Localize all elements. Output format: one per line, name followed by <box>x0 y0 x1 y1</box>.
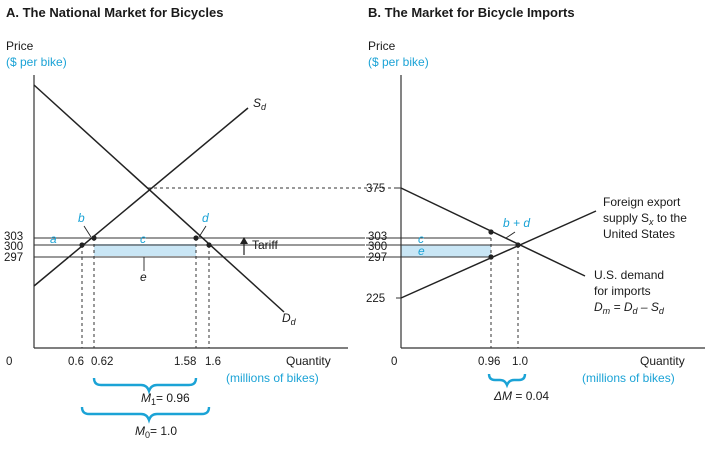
panel-b-origin-label: 0 <box>391 356 397 368</box>
panel-a-xtick-0.62: 0.62 <box>91 356 113 368</box>
panel-b-ytick-300: 300 <box>368 241 387 253</box>
panel-a-title: A. The National Market for Bicycles <box>6 5 223 20</box>
panel-b-x-units: (millions of bikes) <box>582 371 675 385</box>
panel-b-ytick-375: 375 <box>366 183 385 195</box>
panel-a-origin-label: 0 <box>6 356 12 368</box>
panel-b-title: B. The Market for Bicycle Imports <box>368 5 575 20</box>
supply-curve-label: Sd <box>253 96 267 112</box>
panel-a-area-ce <box>94 244 196 256</box>
tariff-label: Tariff <box>252 238 278 252</box>
panel-a-area-a: a <box>50 232 57 246</box>
panel-b-area-ce <box>401 245 491 257</box>
demand-curve-label: Dd <box>282 311 297 327</box>
panel-b-ytick-225: 225 <box>366 293 385 305</box>
panel-a-point-0.6 <box>79 242 85 248</box>
panel-a-ytick-297: 297 <box>4 252 23 264</box>
panel-a-area-e: e <box>140 270 147 284</box>
panel-a-point-1.6 <box>206 242 212 248</box>
bracket-delta-m <box>487 373 527 389</box>
panel-a-y-label: Price <box>6 39 34 53</box>
panel-a-area-b: b <box>78 211 85 225</box>
panel-a-point-1.58 <box>193 235 199 241</box>
panel-b-xtick-1.0: 1.0 <box>512 356 528 368</box>
panel-b-bd-leader <box>505 231 516 239</box>
bracket-m0-label: M0= 1.0 <box>135 424 177 440</box>
panel-b-y-label: Price <box>368 39 396 53</box>
import-demand-label-line2: for imports <box>594 284 651 298</box>
panel-a-xtick-1.6: 1.6 <box>205 356 221 368</box>
tariff-arrowhead-icon <box>240 237 248 244</box>
panel-a-xtick-0.6: 0.6 <box>68 356 84 368</box>
bracket-m1 <box>92 377 198 395</box>
export-supply-label-line3: United States <box>603 227 675 241</box>
panel-a-ytick-300: 300 <box>4 241 23 253</box>
import-demand-label-line3: Dm = Dd – Sd <box>594 300 665 316</box>
panel-b-x-label: Quantity <box>640 354 685 368</box>
panel-b-area-e: e <box>418 244 425 258</box>
panel-b-ytick-297: 297 <box>368 252 387 264</box>
export-supply-label-line1: Foreign export <box>603 195 681 209</box>
panel-b-ytick-303: 303 <box>368 231 387 243</box>
panel-a-xtick-1.58: 1.58 <box>174 356 196 368</box>
export-supply-label-line2: supply Sx to the <box>603 211 687 227</box>
panel-a-area-d: d <box>202 211 209 225</box>
panel-a-x-units: (millions of bikes) <box>226 371 319 385</box>
panel-a-ytick-303: 303 <box>4 231 23 243</box>
panel-b-y-units: ($ per bike) <box>368 55 429 69</box>
bracket-m1-label: M1= 0.96 <box>141 391 190 407</box>
import-demand-label-line1: U.S. demand <box>594 268 664 282</box>
panel-a-area-c: c <box>140 232 146 246</box>
panel-b-point-demand <box>488 229 494 235</box>
panel-a-x-label: Quantity <box>286 354 331 368</box>
supply-curve-sd <box>33 107 249 287</box>
panel-a-d-leader <box>198 225 207 238</box>
panel-b-point-supply <box>488 254 494 260</box>
panel-b-area-c: c <box>418 232 424 246</box>
panel-b-area-bd: b + d <box>503 216 530 230</box>
panel-a-y-units: ($ per bike) <box>6 55 67 69</box>
export-supply-curve <box>400 210 597 299</box>
demand-curve-dd <box>33 84 285 313</box>
bracket-delta-m-label: ΔM = 0.04 <box>493 389 549 403</box>
panel-a-b-leader <box>83 225 92 238</box>
panel-b-xtick-0.96: 0.96 <box>478 356 500 368</box>
panel-a-point-0.62 <box>91 235 97 241</box>
bracket-m0 <box>80 406 211 424</box>
panel-b-point-equilibrium <box>515 242 521 248</box>
